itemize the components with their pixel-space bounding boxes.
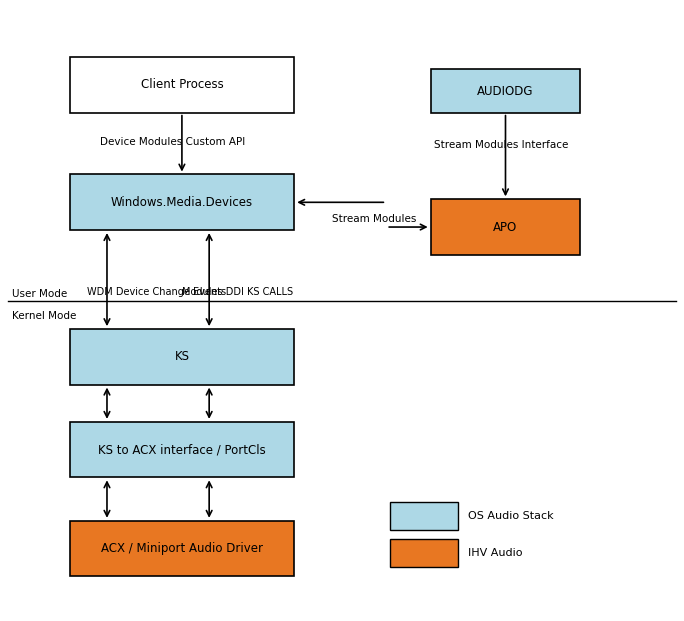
Text: OS Audio Stack: OS Audio Stack bbox=[468, 511, 553, 521]
Bar bbox=[430, 199, 581, 255]
Text: AUDIODG: AUDIODG bbox=[477, 84, 534, 97]
Text: ACX / Miniport Audio Driver: ACX / Miniport Audio Driver bbox=[101, 542, 263, 555]
Text: IHV Audio: IHV Audio bbox=[468, 548, 523, 558]
Bar bbox=[390, 502, 458, 530]
Text: Kernel Mode: Kernel Mode bbox=[12, 310, 76, 320]
Text: User Mode: User Mode bbox=[12, 289, 67, 299]
Text: Modules DDI KS CALLS: Modules DDI KS CALLS bbox=[182, 287, 293, 297]
Text: Client Process: Client Process bbox=[140, 78, 223, 91]
Text: Stream Modules Interface: Stream Modules Interface bbox=[434, 140, 568, 150]
Text: KS: KS bbox=[174, 350, 189, 363]
Bar bbox=[70, 175, 294, 230]
Bar bbox=[70, 57, 294, 112]
Text: KS to ACX interface / PortCls: KS to ACX interface / PortCls bbox=[98, 443, 266, 456]
Bar bbox=[430, 70, 581, 112]
Text: Device Modules Custom API: Device Modules Custom API bbox=[100, 137, 246, 147]
Text: Stream Modules: Stream Modules bbox=[332, 214, 416, 224]
Bar bbox=[70, 422, 294, 478]
Bar bbox=[70, 329, 294, 384]
Bar bbox=[390, 539, 458, 567]
Text: WDM Device Change Events: WDM Device Change Events bbox=[87, 287, 226, 297]
Bar bbox=[70, 520, 294, 576]
Text: APO: APO bbox=[493, 220, 518, 233]
Text: Windows.Media.Devices: Windows.Media.Devices bbox=[111, 196, 253, 209]
